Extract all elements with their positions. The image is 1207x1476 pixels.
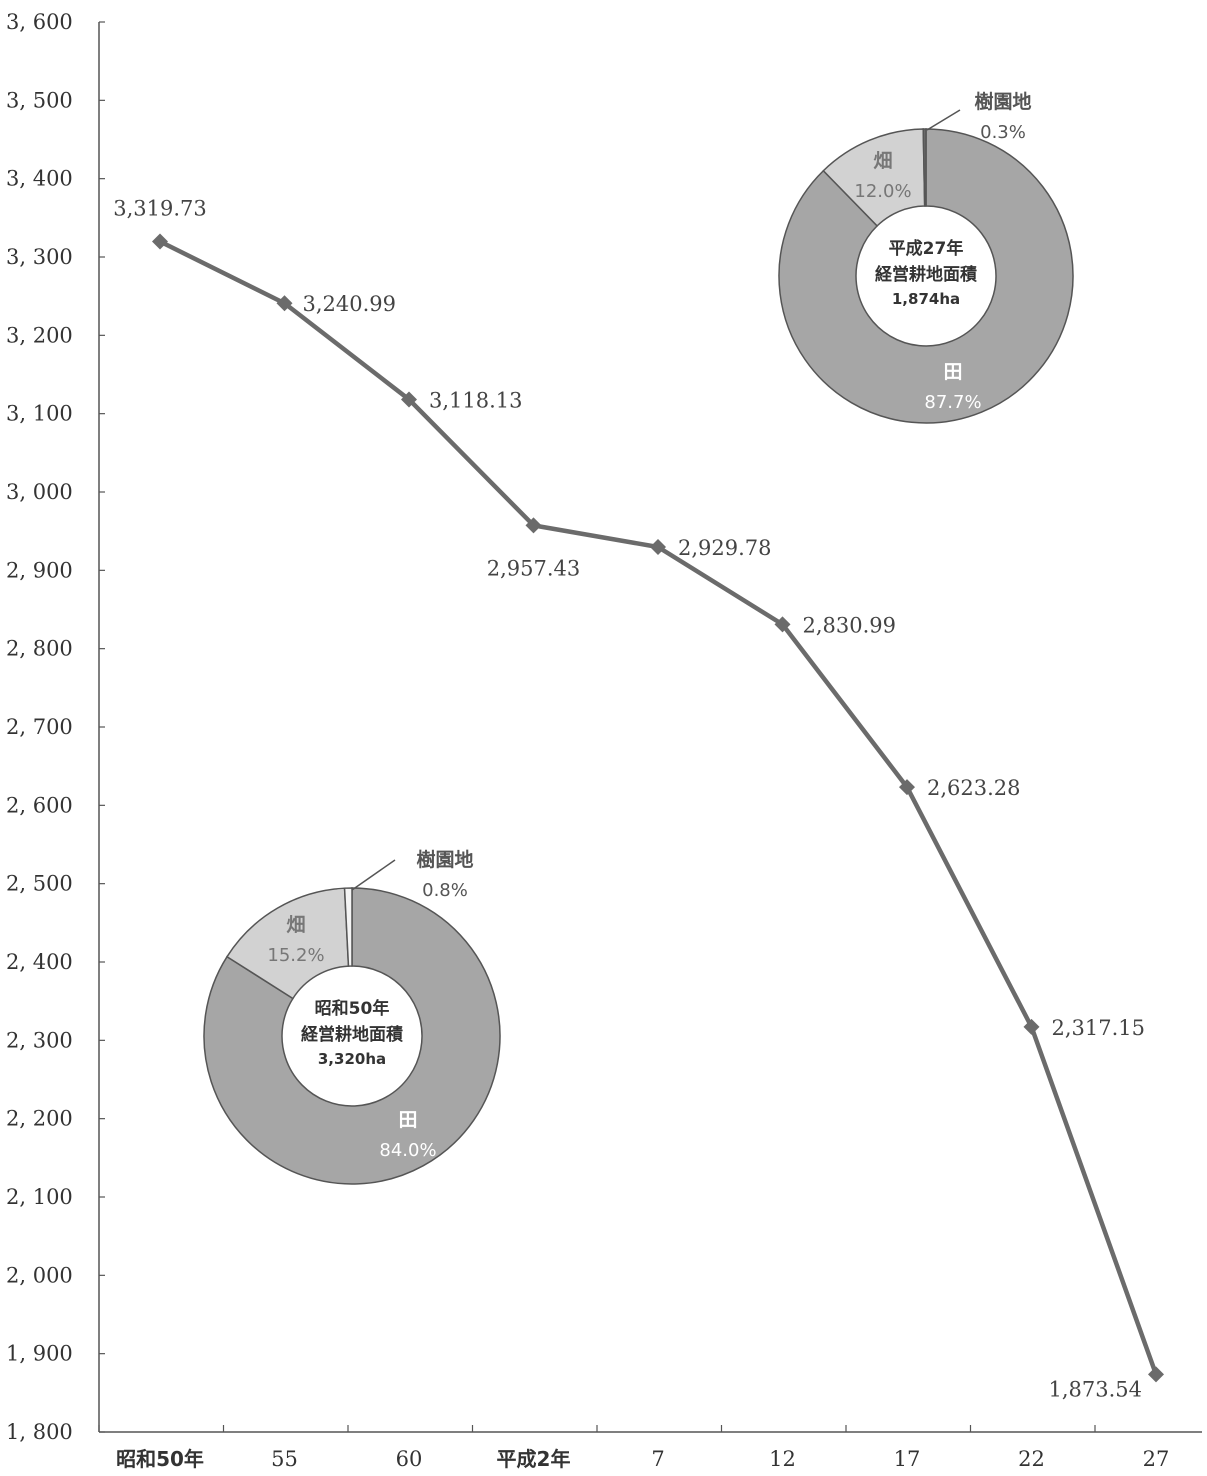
donut-leader-line xyxy=(926,109,961,131)
data-point-marker xyxy=(1148,1366,1164,1383)
donut-slice-name: 畑 xyxy=(873,150,892,172)
donut-center-label: 3,320ha xyxy=(318,1050,386,1068)
data-point-marker xyxy=(525,517,542,534)
donut-slice-percent: 0.3% xyxy=(980,122,1026,143)
donut-slice-name: 田 xyxy=(943,361,962,383)
x-tick-label: 55 xyxy=(271,1447,298,1471)
donut-slice-name: 田 xyxy=(398,1109,417,1131)
donut-center-label: 経営耕地面積 xyxy=(875,264,978,285)
data-point-marker xyxy=(1023,1018,1040,1035)
y-tick-label: 3, 300 xyxy=(6,245,73,269)
donut-center-label: 1,874ha xyxy=(892,290,960,308)
x-tick-label: 12 xyxy=(769,1447,796,1471)
data-label: 2,830.99 xyxy=(803,613,897,637)
donut-slice-percent: 87.7% xyxy=(924,392,981,413)
donut-slice-percent: 84.0% xyxy=(379,1140,436,1161)
data-label: 3,118.13 xyxy=(429,388,523,412)
data-label: 2,929.78 xyxy=(678,536,772,560)
y-tick-label: 2, 900 xyxy=(6,558,73,582)
x-tick-label: 27 xyxy=(1143,1447,1170,1471)
data-label: 1,873.54 xyxy=(1048,1377,1142,1401)
y-tick-label: 2, 500 xyxy=(6,872,73,896)
donut-slice xyxy=(778,128,1074,424)
y-tick-label: 1, 800 xyxy=(6,1420,73,1444)
donut-center-label: 昭和50年 xyxy=(315,998,390,1019)
donut-center-label: 経営耕地面積 xyxy=(301,1024,404,1045)
donut-slice xyxy=(343,887,353,967)
data-label: 3,240.99 xyxy=(303,292,397,316)
donut-slice-percent: 15.2% xyxy=(267,945,324,966)
data-point-marker xyxy=(152,233,168,250)
y-tick-label: 3, 500 xyxy=(6,88,73,112)
y-tick-label: 1, 900 xyxy=(6,1342,73,1366)
x-tick-label: 22 xyxy=(1018,1447,1045,1471)
data-label: 2,317.15 xyxy=(1052,1016,1146,1040)
y-tick-label: 3, 000 xyxy=(6,480,73,504)
x-tick-label: 17 xyxy=(894,1447,921,1471)
data-point-marker xyxy=(650,539,666,556)
y-tick-label: 3, 100 xyxy=(6,402,73,426)
y-tick-label: 3, 600 xyxy=(6,10,73,34)
series-line xyxy=(159,239,1159,1376)
data-point-marker xyxy=(774,616,791,633)
y-tick-label: 2, 600 xyxy=(6,793,73,817)
data-point-marker xyxy=(401,391,417,408)
y-tick-label: 2, 800 xyxy=(6,637,73,661)
y-tick-label: 2, 400 xyxy=(6,950,73,974)
x-tick-label: 昭和50年 xyxy=(116,1447,204,1471)
donut-slice-name: 樹園地 xyxy=(416,848,473,871)
x-tick-label: 平成2年 xyxy=(497,1447,571,1471)
y-tick-label: 3, 400 xyxy=(6,167,73,191)
y-tick-label: 2, 200 xyxy=(6,1107,73,1131)
donut-leader-line xyxy=(351,859,396,891)
data-label: 3,319.73 xyxy=(113,197,207,221)
donut-slice-name: 樹園地 xyxy=(974,90,1031,113)
donut-center-label: 平成27年 xyxy=(889,238,964,259)
y-tick-label: 2, 300 xyxy=(6,1028,73,1052)
x-tick-label: 60 xyxy=(396,1447,423,1471)
y-axis: 3, 600 3, 500 3, 400 3, 300 3, 200 3, 100 3, 0… xyxy=(6,10,105,1444)
y-tick-label: 2, 700 xyxy=(6,715,73,739)
y-tick-label: 2, 000 xyxy=(6,1263,73,1287)
y-tick-label: 3, 200 xyxy=(6,323,73,347)
data-label: 2,623.28 xyxy=(927,776,1021,800)
donut-slice-percent: 0.8% xyxy=(422,880,468,901)
y-tick-label: 2, 100 xyxy=(6,1185,73,1209)
donut-slice xyxy=(203,887,501,1185)
x-axis: 昭和50年 55 60 平成2年 7 12 17 22 27 xyxy=(98,1425,1202,1471)
series-line-group: 3,319.73 3,240.99 3,118.13 2,957.43 2,929.78… xyxy=(113,197,1164,1401)
x-tick-label: 7 xyxy=(651,1447,664,1471)
data-label: 2,957.43 xyxy=(487,556,581,580)
donut-slice xyxy=(922,128,927,207)
donut-slice-name: 畑 xyxy=(286,914,305,936)
data-point-marker xyxy=(276,295,293,312)
donut-slice-percent: 12.0% xyxy=(854,181,911,202)
data-point-marker xyxy=(899,779,915,796)
